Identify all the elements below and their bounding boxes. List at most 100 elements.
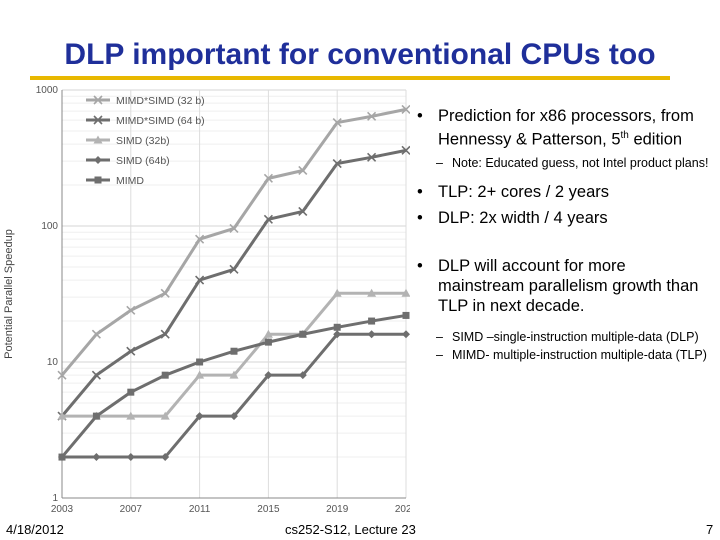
bullet-tlp: • TLP: 2+ cores / 2 years [417,182,610,201]
data-point-s1-10-stroke [401,145,410,155]
data-point-s0-6 [263,173,273,183]
data-point-s2-5 [229,370,239,379]
data-point-s4-4 [196,358,204,366]
speedup-chart: 1 10 100 1000 2003 2007 2011 2015 2019 2023 Potent… [3,85,410,515]
data-point-s2-0 [57,411,67,420]
data-point-s4-6 [264,338,272,346]
bullet-dlp-growth-text: DLP will account for more mainstream par… [438,256,699,315]
data-point-s2-10 [401,288,410,297]
y-tick-label: 1 [52,493,58,504]
data-point-s4-2 [127,388,135,396]
data-point-s1-4-stroke [195,275,205,285]
sub-bullet-mimd: – MIMD- multiple-instruction multiple-dat… [436,347,707,362]
data-point-s0-2 [126,305,136,315]
bullet-tlp-text: TLP: 2+ cores / 2 years [438,182,610,201]
sub-bullet-simd-text: SIMD –single-instruction multiple-data (… [452,329,699,344]
footer-page-number: 7 [706,522,714,537]
legend-entry-3: SIMD (64b) [86,155,170,167]
bullet-list: • Prediction for x86 processors, from Hen… [412,106,712,366]
data-point-s3-9 [367,330,376,339]
x-tick-label: 2019 [326,504,349,515]
data-point-s0-9 [367,111,377,121]
data-point-s3-5 [230,412,238,421]
data-point-s0-5 [229,223,239,233]
data-point-s0-0 [57,370,67,380]
data-point-s4-1 [92,412,100,420]
legend-marker-0 [93,95,103,105]
legend-entry-1: MIMD*SIMD (64 b) [86,115,205,127]
bullet-dlp: • DLP: 2x width / 4 years [417,208,608,227]
data-point-s4-3 [161,371,169,379]
y-tick-label: 1000 [36,85,59,96]
data-point-s4-0 [58,453,66,461]
footer-course: cs252-S12, Lecture 23 [285,522,416,537]
slide-title: DLP important for conventional CPUs too [64,38,656,71]
sub-bullet-simd: – SIMD –single-instruction multiple-data … [436,329,699,344]
data-point-s0-3-stroke [160,288,170,298]
data-point-s0-4-stroke [195,234,205,244]
sub-bullet-mimd-text: MIMD- multiple-instruction multiple-data… [452,347,707,362]
bullet-prediction-end: edition [628,130,683,149]
data-point-s2-3 [160,411,170,420]
data-point-s3-2 [126,453,135,462]
data-point-s0-5-stroke [229,223,239,233]
data-point-s0-7-stroke [298,165,308,176]
bullet-prediction-text: Prediction for x86 processors, from Henn… [438,107,694,149]
y-axis-title: Potential Parallel Speedup [3,229,15,359]
data-point-s2-9 [367,288,377,297]
data-point-s3-7 [298,371,307,380]
footer-date: 4/18/2012 [6,522,64,537]
data-point-s1-7-stroke [298,206,308,216]
data-point-s0-0-stroke [57,370,67,380]
x-tick-label: 2015 [257,504,280,515]
legend-entry-2: SIMD (32b) [86,135,170,147]
y-tick-label: 100 [41,221,58,232]
data-point-s0-8 [332,118,342,128]
legend-label-4: MIMD [116,175,144,187]
legend-marker-4 [94,176,102,184]
data-point-s1-3-stroke [160,329,170,339]
data-point-s1-4 [195,275,205,285]
data-point-s1-1-stroke [91,370,101,380]
data-point-s1-8-stroke [332,158,342,169]
data-point-s1-2 [126,346,136,356]
data-point-s3-10 [402,330,410,339]
sub-bullet-note-text: Note: Educated guess, not Intel product … [452,155,709,170]
data-point-s1-8 [332,158,342,169]
data-point-s1-7 [298,206,308,216]
data-point-s0-10 [401,104,410,114]
data-point-s4-9 [368,317,376,325]
data-point-s0-3 [160,288,170,298]
data-point-s1-6-stroke [263,214,273,224]
data-point-s4-7 [299,330,307,338]
title-underline [30,76,670,80]
legend-entry-4: MIMD [86,175,144,187]
data-point-s4-10 [402,311,410,319]
data-point-s3-8 [333,330,342,339]
data-point-s3-1 [92,453,101,462]
legend-label-2: SIMD (32b) [116,135,170,147]
data-point-s0-4 [195,234,205,244]
data-point-s0-1 [91,329,101,339]
data-point-s1-3 [160,329,170,339]
data-point-s0-9-stroke [367,111,377,121]
bullet-dlp-text: DLP: 2x width / 4 years [438,208,608,227]
sub-bullet-note: – Note: Educated guess, not Intel product… [436,155,709,170]
legend-label-0: MIMD*SIMD (32 b) [116,95,205,107]
data-point-s1-5-stroke [229,264,239,274]
data-point-s0-8-stroke [332,118,342,128]
data-point-s0-10-stroke [401,104,410,114]
y-tick-label: 10 [47,357,59,368]
data-point-s2-8 [332,288,342,297]
data-point-s1-2-stroke [126,346,136,356]
data-point-s1-6 [263,214,273,224]
data-point-s4-5 [230,347,238,355]
data-point-s3-4 [195,412,204,421]
x-tick-label: 2003 [51,504,74,515]
bullet-prediction-sup: th [620,130,629,141]
data-point-s1-5 [229,264,239,274]
data-point-s1-1 [91,370,101,380]
legend-marker-2 [93,135,103,144]
bullet-prediction: • Prediction for x86 processors, from Hen… [417,107,694,149]
data-point-s4-8 [333,323,341,331]
